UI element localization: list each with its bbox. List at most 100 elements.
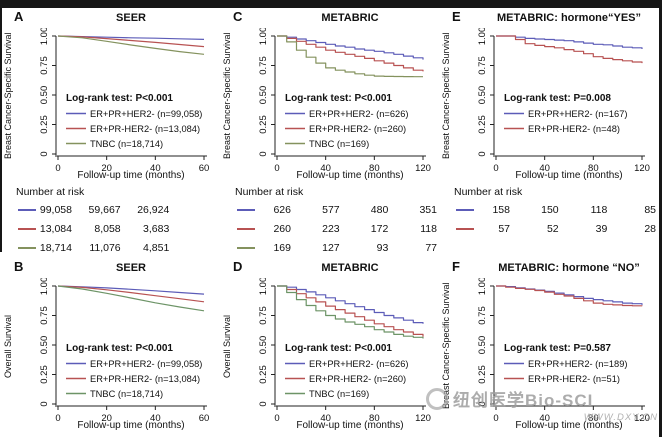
watermark-text: 纽创医学Bio-SCI bbox=[453, 391, 594, 410]
risk-count: 158 bbox=[492, 204, 510, 216]
panel-slot-b: B SEER Overall Survival 0 0.25 0.50 0.75 1.00 0 2… bbox=[2, 258, 221, 437]
watermark-url: WWW.DXY.CN bbox=[583, 412, 658, 423]
x-axis-label: Follow-up time (months) bbox=[77, 170, 184, 180]
legend-label: ER+PR-HER2- (n=260) bbox=[309, 374, 406, 384]
risk-row-dash bbox=[18, 209, 36, 211]
risk-count: 28 bbox=[644, 223, 656, 235]
column-2: C METABRIC Breast Cancer-Specific Survival… bbox=[221, 8, 440, 437]
km-curve-e-1 bbox=[496, 35, 643, 49]
risk-count: 118 bbox=[590, 204, 608, 216]
panel-letter-e: E bbox=[452, 9, 461, 24]
legend-label: ER+PR-HER2- (n=13,084) bbox=[90, 124, 200, 134]
y-tick-label: 0.50 bbox=[39, 86, 50, 105]
km-curve-a-2 bbox=[57, 35, 205, 48]
risk-count: 577 bbox=[322, 204, 340, 216]
watermark-logo-icon bbox=[426, 387, 448, 410]
y-tick-label: 0.25 bbox=[39, 365, 50, 384]
panel-title-a: SEER bbox=[116, 12, 146, 24]
km-curve-f-1 bbox=[496, 285, 643, 305]
panel-plot-b: 0 0.25 0.50 0.75 1.00 0 20 40 60 Follow-up time (… bbox=[39, 278, 210, 430]
km-curve-d-1 bbox=[277, 285, 424, 324]
km-curve-b-2 bbox=[57, 285, 205, 303]
panel-slot-d: D METABRIC Overall Survival 0 0.25 0.50 0.75 1.… bbox=[221, 258, 440, 437]
risk-row-dash bbox=[18, 228, 36, 230]
y-tick-label: 0.75 bbox=[258, 306, 269, 325]
panel-slot-e: E METABRIC: hormone“YES” Breast Cancer-Spe… bbox=[440, 8, 659, 184]
y-tick-label: 0.50 bbox=[258, 86, 269, 105]
risk-count: 118 bbox=[420, 223, 437, 235]
x-tick-label: 40 bbox=[320, 413, 331, 424]
y-axis-label-c: Breast Cancer-Specific Survival bbox=[222, 32, 232, 160]
risk-count: 480 bbox=[370, 204, 389, 216]
y-axis-label-e: Breast Cancer-Specific Survival bbox=[441, 32, 451, 160]
y-tick-label: 1.00 bbox=[477, 278, 488, 295]
frame-left-border bbox=[0, 0, 2, 252]
legend-label: ER+PR+HER2- (n=626) bbox=[309, 359, 408, 369]
column-1: A SEER Breast Cancer-Specific Survival 0 0.2… bbox=[2, 8, 221, 437]
watermark: 纽创医学Bio-SCI WWW.DXY.CN bbox=[426, 386, 658, 423]
y-tick-label: 0 bbox=[258, 151, 269, 156]
legend-label: TNBC (n=169) bbox=[309, 389, 369, 399]
y-tick-label: 1.00 bbox=[258, 28, 269, 45]
x-axis-label: Follow-up time (months) bbox=[77, 420, 184, 430]
logrank-text-f: Log-rank test: P=0.587 bbox=[504, 343, 611, 354]
x-tick-label: 40 bbox=[150, 163, 161, 174]
x-tick-label: 120 bbox=[415, 163, 431, 174]
logrank-text-c: Log-rank test: P<0.001 bbox=[285, 93, 392, 104]
panel-letter-a: A bbox=[14, 9, 24, 24]
panel-title-b: SEER bbox=[116, 262, 146, 274]
logrank-text-d: Log-rank test: P<0.001 bbox=[285, 343, 392, 354]
x-tick-label: 20 bbox=[101, 413, 112, 424]
risk-row-dash bbox=[237, 247, 255, 249]
panel-title-d: METABRIC bbox=[321, 262, 379, 274]
risk-count: 93 bbox=[376, 242, 389, 254]
km-curve-c-2 bbox=[277, 35, 424, 72]
panel-grid: A SEER Breast Cancer-Specific Survival 0 0.2… bbox=[2, 8, 659, 437]
y-tick-label: 0.25 bbox=[39, 115, 50, 134]
legend-label: TNBC (n=169) bbox=[309, 139, 369, 149]
risk-header-3: Number at risk bbox=[454, 186, 523, 198]
x-tick-label: 60 bbox=[199, 163, 210, 174]
risk-count: 223 bbox=[322, 223, 340, 235]
risk-count: 13,084 bbox=[39, 223, 72, 235]
y-axis-label-b: Overall Survival bbox=[3, 314, 13, 378]
risk-count: 127 bbox=[322, 242, 340, 254]
y-tick-label: 0.75 bbox=[258, 56, 269, 75]
panel-letter-c: C bbox=[233, 9, 243, 24]
y-tick-label: 0 bbox=[477, 151, 488, 156]
risk-count: 85 bbox=[644, 204, 656, 216]
y-tick-label: 0.75 bbox=[39, 56, 50, 75]
y-tick-label: 0.25 bbox=[258, 115, 269, 134]
panel-letter-f: F bbox=[452, 259, 460, 274]
risk-count: 57 bbox=[498, 223, 510, 235]
risk-row-dash bbox=[18, 247, 36, 249]
risk-count: 172 bbox=[370, 223, 389, 235]
panel-letter-d: D bbox=[233, 259, 243, 274]
legend-label: ER+PR+HER2- (n=99,058) bbox=[90, 359, 202, 369]
risk-slot-2: Number at risk 626 577 480 351 260 223 172 118 16… bbox=[221, 184, 440, 258]
x-tick-label: 80 bbox=[588, 163, 599, 174]
legend-label: TNBC (n=18,714) bbox=[90, 139, 163, 149]
km-curve-f-2 bbox=[496, 285, 643, 307]
panel-plot-f: 0 0.25 0.50 0.75 1.00 0 40 80 120 Follow-up time … bbox=[477, 278, 650, 430]
y-tick-label: 0.50 bbox=[477, 86, 488, 105]
risk-count: 4,851 bbox=[143, 242, 170, 254]
risk-count: 26,924 bbox=[137, 204, 170, 216]
risk-header-2: Number at risk bbox=[235, 186, 304, 198]
km-curve-c-1 bbox=[277, 35, 424, 60]
risk-count: 77 bbox=[425, 242, 437, 254]
risk-row-dash bbox=[456, 209, 474, 211]
legend-label: ER+PR-HER2- (n=13,084) bbox=[90, 374, 200, 384]
legend-label: ER+PR+HER2- (n=167) bbox=[528, 109, 627, 119]
x-tick-label: 60 bbox=[199, 413, 210, 424]
panel-plot-c: 0 0.25 0.50 0.75 1.00 0 40 80 120 Follow-up time … bbox=[258, 28, 431, 180]
legend-label: ER+PR+HER2- (n=99,058) bbox=[90, 109, 202, 119]
risk-count: 18,714 bbox=[39, 242, 72, 254]
y-tick-label: 1.00 bbox=[39, 28, 50, 45]
x-tick-label: 40 bbox=[320, 163, 331, 174]
risk-count: 59,667 bbox=[88, 204, 121, 216]
y-tick-label: 0 bbox=[477, 401, 488, 406]
risk-row-dash bbox=[237, 228, 255, 230]
legend-label: TNBC (n=18,714) bbox=[90, 389, 163, 399]
